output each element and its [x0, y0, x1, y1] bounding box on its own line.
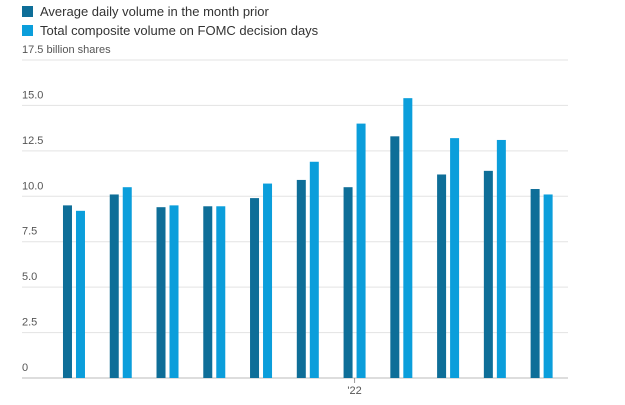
bar: [203, 206, 213, 378]
bar: [483, 170, 493, 378]
bar: [309, 161, 319, 378]
x-tick-label: '22: [347, 385, 361, 397]
legend-swatch: [22, 6, 33, 17]
bar: [62, 205, 72, 378]
y-tick-label: 17.5 billion shares: [22, 44, 111, 56]
bar: [403, 98, 413, 378]
bar: [250, 198, 260, 378]
bar: [390, 136, 400, 378]
legend: Average daily volume in the month prior T…: [22, 4, 319, 38]
legend-label: Average daily volume in the month prior: [40, 4, 269, 19]
bar: [530, 189, 540, 378]
bar: [109, 194, 119, 378]
bar: [263, 183, 273, 378]
legend-swatch: [22, 25, 33, 36]
bar: [122, 187, 132, 378]
y-tick-label: 5.0: [22, 271, 37, 283]
bar: [169, 205, 179, 378]
bar: [156, 207, 166, 378]
y-tick-label: 2.5: [22, 317, 37, 329]
y-tick-label: 12.5: [22, 135, 43, 147]
bar: [216, 206, 226, 378]
legend-label: Total composite volume on FOMC decision …: [40, 23, 319, 38]
bar: [296, 179, 306, 378]
bar: [437, 174, 447, 378]
bar: [343, 187, 353, 378]
y-tick-label: 10.0: [22, 180, 43, 192]
y-tick-label: 7.5: [22, 226, 37, 238]
bar: [496, 139, 506, 378]
bar: [450, 138, 460, 378]
bar: [543, 194, 553, 378]
y-tick-label: 0: [22, 362, 28, 374]
bar: [356, 123, 366, 378]
bar: [75, 210, 85, 378]
y-tick-label: 15.0: [22, 89, 43, 101]
